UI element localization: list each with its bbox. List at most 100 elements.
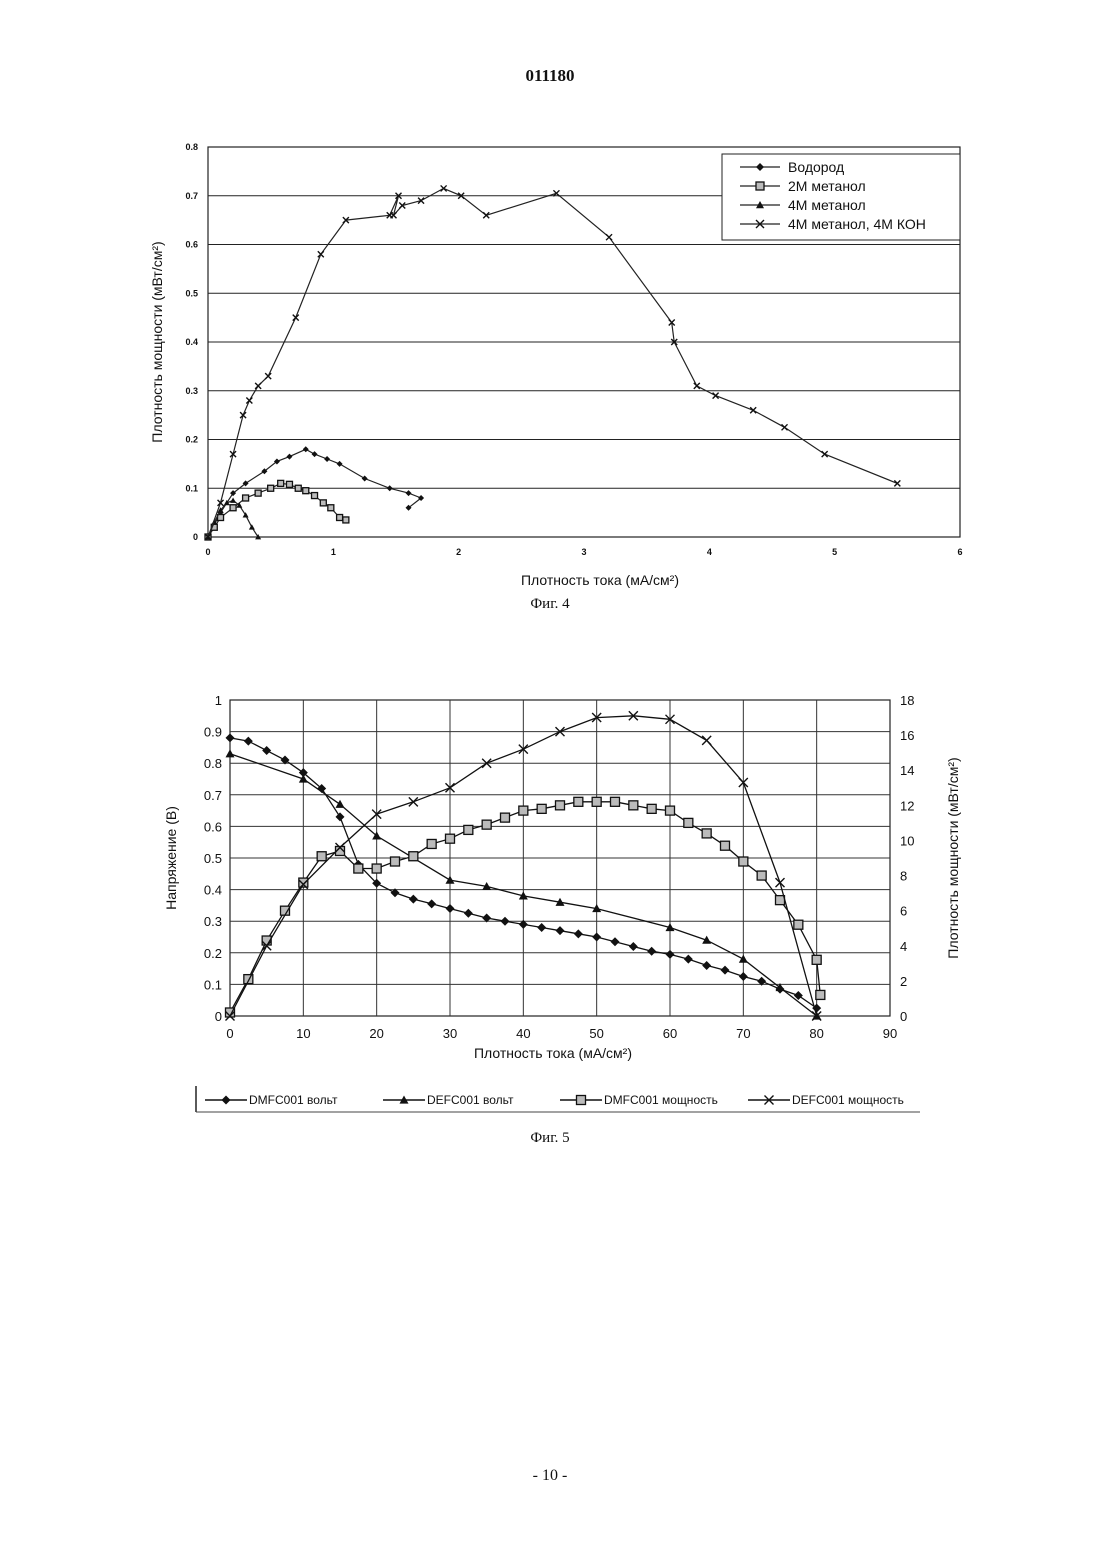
fig5-series-2-point bbox=[757, 871, 766, 880]
fig5-series-3-point bbox=[776, 878, 785, 887]
fig5-series-0-point bbox=[244, 737, 253, 746]
fig5-series-2-point bbox=[721, 841, 730, 850]
fig4-y-tick-label: 0.4 bbox=[185, 337, 198, 347]
fig5-series-2-point bbox=[519, 806, 528, 815]
fig4-legend-label: 4M метанол, 4M КОН bbox=[788, 216, 926, 232]
fig4-y-tick-label: 0.7 bbox=[185, 191, 198, 201]
fig4-series-3-point bbox=[894, 480, 900, 486]
fig5-series-2-point bbox=[666, 806, 675, 815]
fig5-series-line-2 bbox=[230, 802, 820, 1013]
fig5-series-3-point bbox=[702, 736, 711, 745]
fig5-series-2-point bbox=[702, 829, 711, 838]
fig5-x-tick-label: 50 bbox=[589, 1026, 603, 1041]
fig5-legend-label: DMFC001 мощность bbox=[604, 1093, 718, 1107]
fig5-series-0-point bbox=[537, 923, 546, 932]
fig5-series-0-point bbox=[611, 937, 620, 946]
fig4-series-3-point bbox=[782, 424, 788, 430]
fig4-series-1-point bbox=[286, 481, 292, 487]
fig5-x-tick-label: 30 bbox=[443, 1026, 457, 1041]
fig5-series-2-point bbox=[299, 878, 308, 887]
fig5-right-tick-label: 2 bbox=[900, 974, 907, 989]
fig5-x-tick-label: 10 bbox=[296, 1026, 310, 1041]
fig5-series-1-point bbox=[446, 876, 455, 884]
fig4-y-tick-label: 0.1 bbox=[185, 483, 198, 493]
fig4-y-tick-label: 0.3 bbox=[185, 386, 198, 396]
fig4-legend-marker bbox=[756, 182, 764, 190]
figure-4-caption: Фиг. 4 bbox=[0, 596, 1100, 613]
fig5-series-0-point bbox=[574, 929, 583, 938]
fig5-series-0-point bbox=[684, 955, 693, 964]
fig5-x-tick-label: 80 bbox=[809, 1026, 823, 1041]
fig4-series-3-point bbox=[441, 185, 447, 191]
fig4-x-tick-label: 5 bbox=[832, 547, 837, 557]
fig4-x-tick-label: 6 bbox=[957, 547, 962, 557]
fig4-series-0-point bbox=[362, 476, 368, 482]
fig5-series-2-point bbox=[684, 818, 693, 827]
fig5-left-tick-label: 0.2 bbox=[204, 946, 222, 961]
fig4-series-1-point bbox=[295, 485, 301, 491]
fig5-right-tick-label: 14 bbox=[900, 763, 914, 778]
fig5-x-tick-label: 40 bbox=[516, 1026, 530, 1041]
figure-5-chart: 00.10.20.30.40.50.60.70.80.9102468101214… bbox=[0, 690, 1100, 1130]
fig5-series-2-point bbox=[629, 801, 638, 810]
fig4-y-tick-label: 0 bbox=[193, 532, 198, 542]
fig4-x-tick-label: 1 bbox=[331, 547, 336, 557]
fig5-right-tick-label: 0 bbox=[900, 1009, 907, 1024]
document-number: 011180 bbox=[0, 66, 1100, 86]
fig5-right-tick-label: 10 bbox=[900, 833, 914, 848]
fig5-series-2-point bbox=[372, 864, 381, 873]
fig4-series-line-1 bbox=[208, 483, 346, 537]
fig5-left-axis-title: Напряжение (В) bbox=[163, 806, 179, 910]
fig5-left-tick-label: 0.6 bbox=[204, 819, 222, 834]
fig5-series-0-point bbox=[226, 733, 235, 742]
fig5-x-tick-label: 20 bbox=[369, 1026, 383, 1041]
fig5-series-2-point bbox=[391, 857, 400, 866]
fig5-series-2-point bbox=[317, 852, 326, 861]
fig4-series-1-point bbox=[230, 505, 236, 511]
fig4-y-tick-label: 0.6 bbox=[185, 240, 198, 250]
fig4-series-3-point bbox=[713, 393, 719, 399]
fig4-series-3-point bbox=[265, 373, 271, 379]
fig5-series-2-point bbox=[464, 825, 473, 834]
fig5-series-2-point bbox=[592, 797, 601, 806]
fig5-series-2-point bbox=[812, 955, 821, 964]
fig5-series-0-point bbox=[464, 909, 473, 918]
fig5-series-0-point bbox=[666, 950, 675, 959]
fig5-x-tick-label: 0 bbox=[226, 1026, 233, 1041]
fig5-left-tick-label: 0 bbox=[215, 1009, 222, 1024]
fig5-legend-marker bbox=[577, 1096, 586, 1105]
fig5-series-0-point bbox=[409, 895, 418, 904]
fig5-right-tick-label: 6 bbox=[900, 904, 907, 919]
fig4-series-1-point bbox=[337, 515, 343, 521]
fig5-legend-label: DEFC001 мощность bbox=[792, 1093, 904, 1107]
fig4-series-2-point bbox=[230, 497, 236, 502]
fig5-right-tick-label: 12 bbox=[900, 798, 914, 813]
fig5-x-tick-label: 90 bbox=[883, 1026, 897, 1041]
fig4-series-0-point bbox=[406, 490, 412, 496]
fig4-series-1-point bbox=[320, 500, 326, 506]
fig4-series-1-point bbox=[255, 490, 261, 496]
page-number: - 10 - bbox=[0, 1467, 1100, 1485]
fig5-series-2-point bbox=[647, 804, 656, 813]
fig5-series-0-point bbox=[427, 899, 436, 908]
fig4-x-axis-title: Плотность тока (мА/см²) bbox=[521, 572, 679, 588]
fig4-series-1-point bbox=[312, 493, 318, 499]
fig5-series-2-point bbox=[556, 801, 565, 810]
fig4-series-0-point bbox=[324, 456, 330, 462]
fig5-series-1-point bbox=[739, 955, 748, 963]
fig4-series-1-point bbox=[278, 480, 284, 486]
fig4-x-tick-label: 0 bbox=[205, 547, 210, 557]
fig5-left-tick-label: 0.3 bbox=[204, 914, 222, 929]
fig5-series-1-point bbox=[226, 749, 235, 757]
fig4-legend: Водород2M метанол4M метанол4M метанол, 4… bbox=[722, 154, 960, 240]
fig5-series-2-point bbox=[611, 797, 620, 806]
fig5-series-0-point bbox=[592, 933, 601, 942]
fig5-right-tick-label: 16 bbox=[900, 728, 914, 743]
fig4-series-0-point bbox=[312, 451, 318, 457]
fig5-left-tick-label: 0.1 bbox=[204, 977, 222, 992]
fig5-left-tick-label: 0.7 bbox=[204, 788, 222, 803]
fig5-series-2-point bbox=[482, 820, 491, 829]
fig5-series-2-point bbox=[409, 852, 418, 861]
fig5-series-2-point bbox=[354, 864, 363, 873]
fig5-series-0-point bbox=[702, 961, 711, 970]
